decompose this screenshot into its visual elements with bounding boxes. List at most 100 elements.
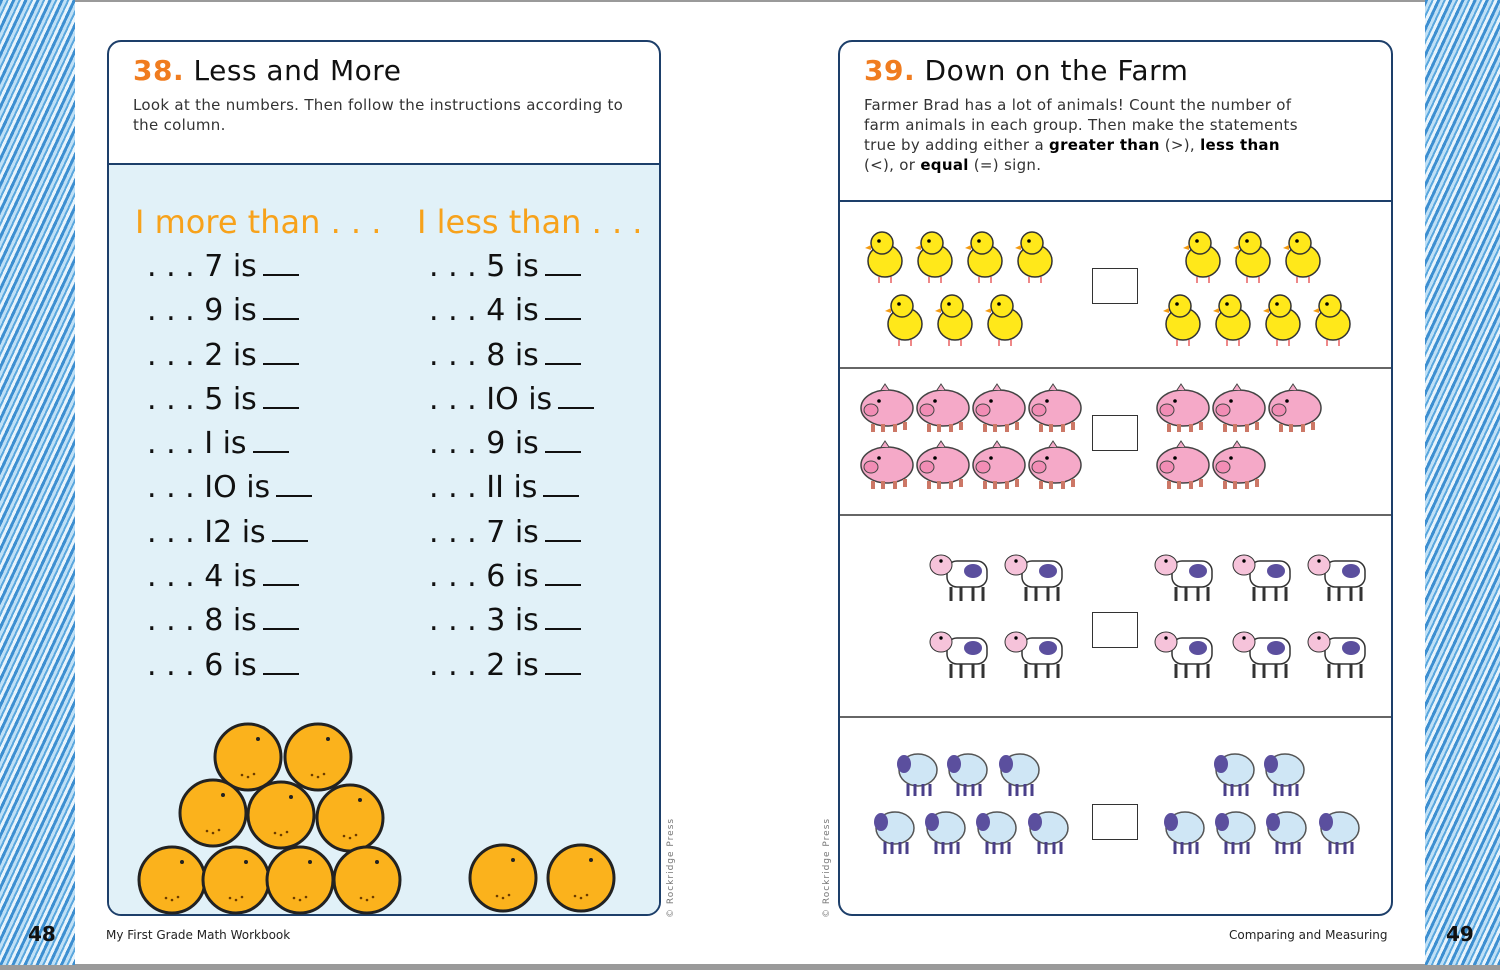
answer-blank[interactable] bbox=[262, 672, 299, 675]
crayon-border-right bbox=[1425, 0, 1500, 965]
copyright-left: © Rockridge Press bbox=[666, 817, 676, 918]
answer-blank[interactable] bbox=[544, 274, 581, 276]
cow-icon bbox=[1232, 631, 1291, 678]
answer-blank[interactable] bbox=[262, 274, 299, 276]
answer-blank[interactable] bbox=[271, 539, 308, 542]
exercise-row: . . . 5 is bbox=[417, 245, 642, 289]
orange-icon bbox=[283, 722, 353, 792]
answer-blank[interactable] bbox=[544, 628, 581, 631]
exercise-row: . . . 9 is bbox=[135, 289, 381, 333]
answer-blank[interactable] bbox=[558, 406, 595, 409]
answer-blank[interactable] bbox=[544, 318, 581, 321]
answer-blank[interactable] bbox=[262, 628, 299, 631]
divider bbox=[840, 367, 1391, 369]
copyright-right: © Rockridge Press bbox=[822, 817, 832, 918]
sheep-icon bbox=[1215, 811, 1256, 854]
prompt-text: . . . 7 is bbox=[147, 249, 257, 284]
chick-icon bbox=[985, 294, 1023, 346]
answer-blank[interactable] bbox=[544, 451, 581, 454]
orange-icon bbox=[213, 722, 283, 792]
orange-icon bbox=[246, 780, 316, 850]
more-than-column: I more than . . . . . . 7 is . . . 9 is . .… bbox=[135, 203, 381, 688]
answer-blank[interactable] bbox=[544, 362, 581, 365]
activity-number: 38. bbox=[133, 54, 185, 87]
exercise-row: . . . 8 is bbox=[135, 599, 381, 643]
answer-blank[interactable] bbox=[544, 672, 581, 675]
answer-blank[interactable] bbox=[252, 451, 289, 454]
chick-icon bbox=[1283, 231, 1321, 283]
orange-icon bbox=[468, 843, 538, 913]
pig-icon bbox=[972, 440, 1026, 489]
answer-blank[interactable] bbox=[544, 539, 581, 542]
prompt-text: . . . I2 is bbox=[147, 514, 266, 550]
chick-icon bbox=[865, 231, 903, 283]
prompt-text: . . . 6 is bbox=[147, 647, 257, 683]
exercise-row: . . . 6 is bbox=[135, 644, 381, 688]
activity-title: 38. Less and More bbox=[133, 54, 635, 87]
chick-icon bbox=[1263, 294, 1301, 346]
crayon-border-left bbox=[0, 0, 75, 965]
footer-right: Comparing and Measuring bbox=[1229, 928, 1388, 942]
answer-blank[interactable] bbox=[543, 495, 580, 498]
chick-icon bbox=[1233, 231, 1271, 283]
answer-box-sheep[interactable] bbox=[1092, 804, 1138, 840]
sheep-icon bbox=[897, 753, 938, 796]
chick-icon bbox=[1015, 231, 1053, 283]
exercise-row: . . . 6 is bbox=[417, 555, 642, 599]
prompt-text: . . . II is bbox=[429, 470, 538, 506]
exercise-row: . . . 7 is bbox=[417, 511, 642, 555]
instructions: Farmer Brad has a lot of animals! Count … bbox=[864, 96, 1298, 174]
orange-icon bbox=[178, 778, 248, 848]
cow-icon bbox=[1004, 631, 1063, 678]
prompt-text: . . . 2 is bbox=[429, 647, 539, 683]
pig-icon bbox=[1156, 383, 1210, 432]
prompt-text: . . . 3 is bbox=[429, 603, 539, 639]
answer-blank[interactable] bbox=[544, 584, 581, 587]
chick-icon bbox=[1313, 294, 1351, 346]
answer-blank[interactable] bbox=[262, 362, 299, 365]
exercise-row: . . . I is bbox=[135, 422, 381, 466]
chick-icon bbox=[935, 294, 973, 346]
orange-icon bbox=[137, 845, 207, 915]
activity-38-card: 38. Less and More Look at the numbers. T… bbox=[107, 40, 661, 916]
exercise-row: . . . 2 is bbox=[417, 644, 642, 688]
exercise-row: . . . 4 is bbox=[417, 289, 642, 333]
divider bbox=[840, 514, 1391, 516]
activity-39-header: 39. Down on the Farm Farmer Brad has a l… bbox=[840, 42, 1391, 202]
prompt-text: . . . 7 is bbox=[429, 514, 539, 550]
pig-icon bbox=[1028, 440, 1082, 489]
sheep-icon bbox=[999, 753, 1040, 796]
answer-blank[interactable] bbox=[262, 584, 299, 587]
less-than-column: I less than . . . . . . 5 is . . . 4 is . .… bbox=[417, 203, 642, 688]
exercise-row: . . . 4 is bbox=[135, 555, 381, 599]
exercise-row: . . . 9 is bbox=[417, 422, 642, 466]
cow-icon bbox=[1307, 631, 1366, 678]
sheep-icon bbox=[947, 753, 988, 796]
chick-icon bbox=[915, 231, 953, 283]
activity-38-header: 38. Less and More Look at the numbers. T… bbox=[109, 42, 659, 165]
cow-icon bbox=[1004, 554, 1063, 601]
prompt-text: . . . 5 is bbox=[147, 381, 257, 417]
cow-icon bbox=[1232, 554, 1291, 601]
pig-icon bbox=[860, 383, 914, 432]
answer-box-pigs[interactable] bbox=[1092, 415, 1138, 451]
exercise-row: . . . I2 is bbox=[135, 511, 381, 555]
cow-icon bbox=[1154, 554, 1213, 601]
orange-icon bbox=[201, 845, 271, 915]
answer-box-cows[interactable] bbox=[1092, 612, 1138, 648]
page-number-left: 48 bbox=[28, 922, 56, 946]
divider bbox=[840, 716, 1391, 718]
chick-icon bbox=[885, 294, 923, 346]
page-number-right: 49 bbox=[1446, 922, 1474, 946]
pig-icon bbox=[1028, 383, 1082, 432]
column-heading: I less than . . . bbox=[417, 203, 643, 241]
instructions: Look at the numbers. Then follow the ins… bbox=[133, 96, 624, 134]
cow-icon bbox=[1154, 631, 1213, 678]
prompt-text: . . . 9 is bbox=[429, 426, 539, 462]
sheep-icon bbox=[1028, 811, 1069, 854]
activity-number: 39. bbox=[864, 54, 916, 87]
answer-blank[interactable] bbox=[262, 318, 299, 321]
answer-blank[interactable] bbox=[262, 406, 299, 409]
answer-box-chicks[interactable] bbox=[1092, 268, 1138, 304]
answer-blank[interactable] bbox=[276, 495, 313, 498]
